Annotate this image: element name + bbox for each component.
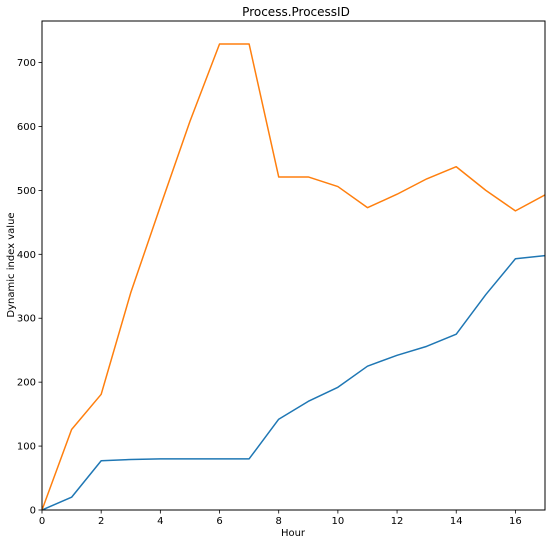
x-axis-label: Hour [281,528,306,539]
y-tick-label: 200 [17,378,36,389]
y-tick-label: 400 [17,250,36,261]
x-tick-label: 6 [216,516,222,527]
x-tick-label: 8 [276,516,282,527]
y-tick-label: 500 [17,186,36,197]
x-tick-label: 0 [39,516,45,527]
series-line-1 [42,254,545,510]
y-tick-label: 600 [17,122,36,133]
y-tick-label: 700 [17,58,36,69]
plot-frame [41,20,546,511]
x-tick-label: 12 [391,516,404,527]
chart-title: Process.ProcessID [242,5,350,19]
x-tick-label: 10 [332,516,345,527]
series-line-2 [42,43,545,510]
x-tick-label: 14 [450,516,463,527]
y-tick-label: 0 [30,506,36,517]
x-tick-label: 16 [509,516,522,527]
y-axis-label: Dynamic index value [6,212,17,317]
y-tick-label: 100 [17,442,36,453]
x-tick-label: 2 [98,516,104,527]
y-tick-label: 300 [17,314,36,325]
x-tick-label: 4 [157,516,163,527]
